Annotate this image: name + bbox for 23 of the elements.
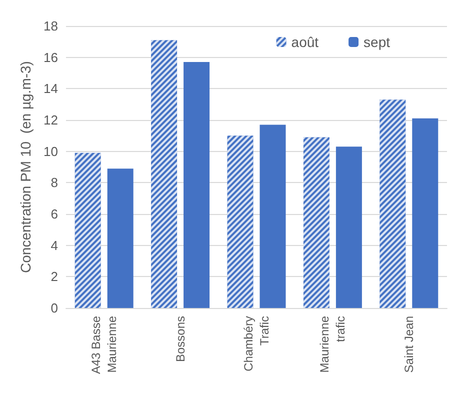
y-tick-label: 12 (44, 112, 58, 128)
y-tick-label: 6 (50, 206, 58, 222)
bar (260, 124, 286, 308)
y-tick-label: 2 (50, 269, 58, 284)
y-tick-label: 8 (50, 175, 58, 190)
y-tick-label: 14 (44, 81, 58, 96)
y-tick-label: 18 (44, 18, 58, 34)
bar (184, 62, 210, 308)
x-tick-label: Bossons (173, 316, 188, 362)
bar (412, 118, 438, 308)
bar (107, 168, 134, 308)
x-tick-label: Saint Jean (402, 316, 416, 373)
x-tick-label: Chambéry Trafic (242, 316, 272, 372)
legend-label: sept (364, 34, 390, 50)
y-tick-label: 10 (44, 144, 58, 159)
legend-label: août (291, 34, 319, 50)
x-tick-label: A43 Basse Maurienne (89, 316, 120, 374)
y-tick-label: 4 (50, 238, 58, 253)
x-tick-label: Maurienne trafic (318, 316, 348, 373)
y-axis-title: Concentration PM 10 (en µg.m-3) (18, 61, 34, 273)
bar (336, 146, 362, 308)
y-tick-label: 16 (44, 50, 58, 65)
y-tick-label: 0 (50, 300, 58, 316)
